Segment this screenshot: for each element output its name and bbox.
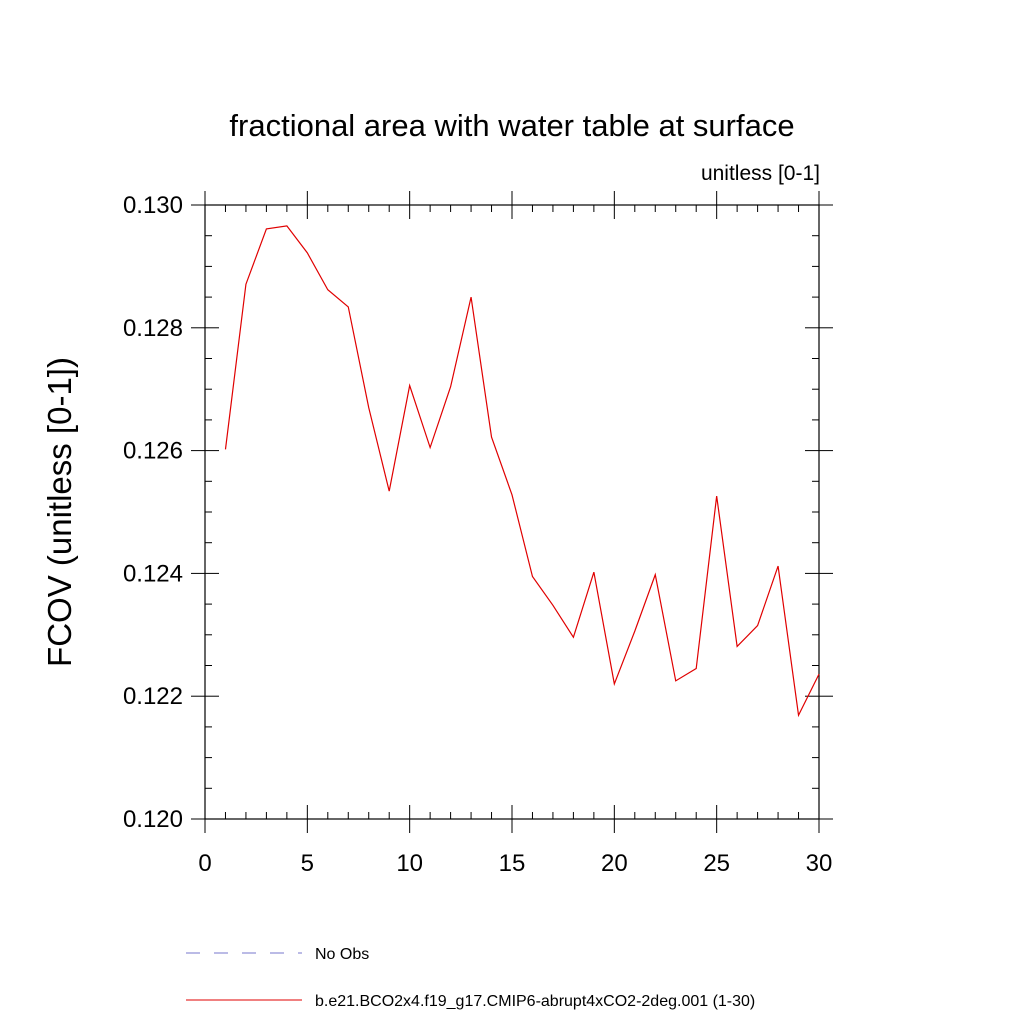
y-tick-label: 0.124: [123, 560, 183, 587]
chart-title: fractional area with water table at surf…: [229, 108, 794, 143]
legend-label-0: No Obs: [315, 946, 369, 963]
x-tick-label: 20: [601, 850, 628, 877]
y-axis-label: FCOV (unitless [0-1]): [41, 357, 78, 667]
y-tick-label: 0.126: [123, 438, 183, 465]
axis-tick-labels: 0 5 10 15 20 25 30 0.120 0.122 0.124 0.126 0.128 0.1…: [123, 192, 832, 877]
series-line-1: [224, 225, 820, 718]
y-tick-label: 0.122: [123, 683, 183, 710]
x-tick-label: 15: [499, 850, 526, 877]
x-tick-label: 0: [198, 850, 211, 877]
legend-label-1: b.e21.BCO2x4.f19_g17.CMIP6-abrupt4xCO2-2…: [315, 993, 755, 1010]
x-tick-label: 30: [806, 850, 833, 877]
x-tick-label: 10: [396, 850, 423, 877]
series-layer: [224, 225, 820, 718]
y-tick-label: 0.120: [123, 806, 183, 833]
chart-subtitle: unitless [0-1]: [701, 162, 820, 185]
y-tick-label: 0.128: [123, 315, 183, 342]
x-tick-label: 25: [703, 850, 730, 877]
x-tick-label: 5: [301, 850, 314, 877]
plot-frame: [204, 204, 820, 820]
axis-ticks: [191, 191, 833, 833]
legend: No Obs b.e21.BCO2x4.f19_g17.CMIP6-abrupt4…: [186, 946, 755, 1010]
y-tick-label: 0.130: [123, 192, 183, 219]
